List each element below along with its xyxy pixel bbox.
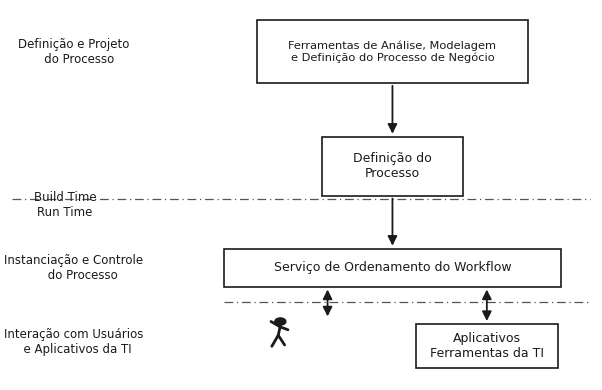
FancyBboxPatch shape (257, 20, 528, 83)
Text: Ferramentas de Análise, Modelagem
e Definição do Processo de Negócio: Ferramentas de Análise, Modelagem e Defi… (288, 40, 497, 63)
Text: Interação com Usuários
  e Aplicativos da TI: Interação com Usuários e Aplicativos da … (4, 328, 143, 356)
Text: Definição e Projeto
   do Processo: Definição e Projeto do Processo (18, 38, 129, 66)
Circle shape (275, 318, 286, 325)
Text: Instanciação e Controle
     do Processo: Instanciação e Controle do Processo (4, 254, 143, 282)
Text: Aplicativos
Ferramentas da TI: Aplicativos Ferramentas da TI (430, 332, 544, 360)
FancyBboxPatch shape (321, 137, 464, 196)
Text: Serviço de Ordenamento do Workflow: Serviço de Ordenamento do Workflow (274, 261, 511, 274)
FancyBboxPatch shape (416, 324, 557, 368)
Text: Definição do
Processo: Definição do Processo (353, 152, 432, 180)
Text: Build Time
Run Time: Build Time Run Time (34, 191, 96, 218)
FancyBboxPatch shape (225, 248, 560, 287)
